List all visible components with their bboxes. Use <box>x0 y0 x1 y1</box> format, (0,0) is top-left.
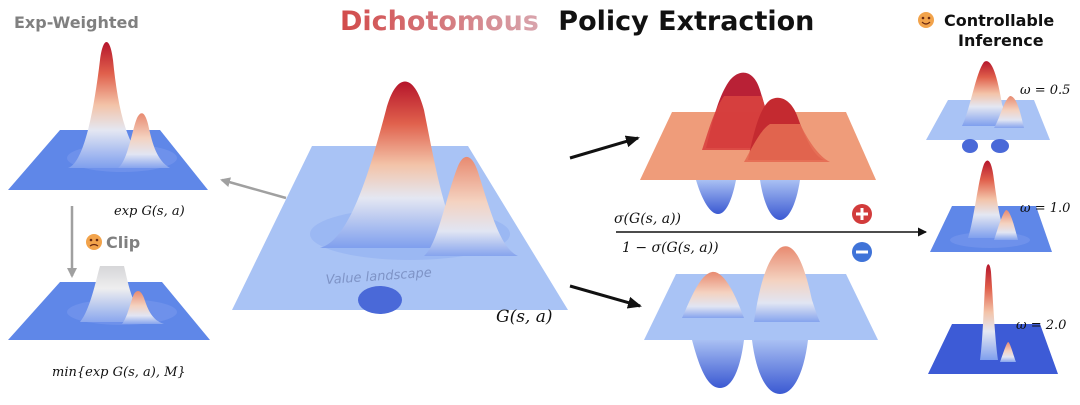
omega-10-peak-small <box>994 210 1018 240</box>
center-peak-small <box>424 156 518 256</box>
negative-peak-left <box>682 271 744 318</box>
title-part1: Dichotomous <box>340 6 539 37</box>
title-part2: Policy Extraction <box>558 6 814 37</box>
exp-peak-tall <box>68 42 158 168</box>
to-positive-arrow <box>569 135 640 160</box>
omega-10-surface <box>930 160 1052 252</box>
negative-surface <box>644 246 878 394</box>
angry-face-icon <box>86 234 102 250</box>
omega-05-label: ω = 0.5 <box>1020 83 1070 98</box>
positive-pit-left <box>696 180 736 214</box>
negative-pit-left <box>692 340 744 388</box>
omega-20-label: ω = 2.0 <box>1016 318 1066 333</box>
center-pit <box>358 286 402 314</box>
value-landscape-surface <box>232 81 568 314</box>
exp-weighted-surface <box>8 42 208 190</box>
omega-05-peak-tall <box>962 61 1014 127</box>
omega-05-peak-small <box>994 96 1024 128</box>
min-label: min{exp G(s, a), M} <box>52 365 186 380</box>
right-heading-line2: Inference <box>958 31 1044 50</box>
omega-20-peak-tall <box>980 264 998 360</box>
sigma-denominator: 1 − σ(G(s, a)) <box>622 240 719 256</box>
omega-20-surface <box>928 264 1058 374</box>
smiling-face-icon <box>918 12 934 28</box>
negative-peak-right <box>754 246 820 322</box>
positive-surface <box>640 72 876 220</box>
value-landscape-label: Value landscape <box>325 266 432 288</box>
positive-pit-right <box>760 180 800 220</box>
right-heading-line1: Controllable <box>944 11 1054 30</box>
negative-pit-right <box>752 340 808 394</box>
clipped-surface <box>8 266 210 340</box>
omega-10-peak-tall <box>968 160 1008 238</box>
clip-label: Clip <box>106 233 140 252</box>
g-label: G(s, a) <box>496 307 553 327</box>
center-peak-tall <box>320 81 470 248</box>
sigma-numerator: σ(G(s, a)) <box>614 211 681 227</box>
minus-circle-icon <box>852 242 872 262</box>
to-negative-arrow <box>569 284 642 309</box>
title: Dichotomous Policy Extraction <box>340 6 814 37</box>
omega-20-peak-small <box>1000 342 1016 362</box>
plus-circle-icon <box>852 204 872 224</box>
omega-10-label: ω = 1.0 <box>1020 201 1070 216</box>
to-exp-arrow <box>220 177 287 200</box>
left-heading: Exp-Weighted <box>14 13 139 32</box>
clip-peak-small <box>122 290 164 324</box>
omega-05-surface <box>926 61 1050 153</box>
exp-peak-small <box>118 113 170 168</box>
exp-label: exp G(s, a) <box>114 204 185 219</box>
